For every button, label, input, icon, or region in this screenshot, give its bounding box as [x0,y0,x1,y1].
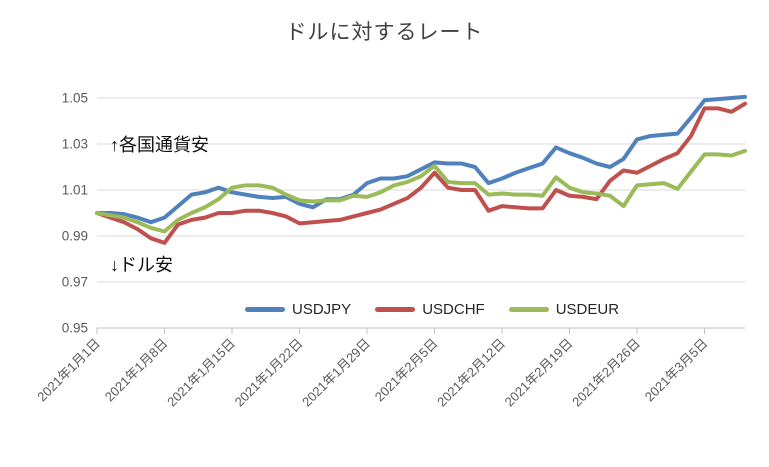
series-line-USDCHF [95,101,747,245]
x-axis-label: 2021年2月26日 [569,336,643,410]
legend-item-usdeur: USDEUR [508,301,620,318]
series-line-USDJPY [95,94,747,225]
legend-item-usdjpy: USDJPY [245,301,351,318]
legend-line-swatch-usdchf [375,307,416,312]
chart-title: ドルに対するレート [285,21,484,44]
y-axis-label: 1.01 [62,183,88,198]
x-axis-label: 2021年1月29日 [299,336,373,410]
legend-item-usdchf: USDCHF [375,301,485,318]
legend: USDJPY USDCHF USDEUR [245,301,619,318]
annotation-weak-currencies: ↑各国通貨安 [110,135,209,155]
x-axis-label: 2021年2月12日 [434,336,508,410]
x-axis-label: 2021年1月15日 [164,336,238,410]
legend-label-usdjpy: USDJPY [292,301,352,318]
x-axis-label: 2021年1月8日 [102,336,171,405]
annotation-weak-dollar: ↓ドル安 [110,255,173,275]
series-line-USDEUR [95,148,747,234]
y-axis-label: 0.99 [62,229,88,244]
legend-label-usdchf: USDCHF [422,301,485,318]
x-axis-label: 2021年2月5日 [372,336,441,405]
legend-label-usdeur: USDEUR [555,301,620,318]
x-axis-label: 2021年1月1日 [34,336,103,405]
y-axis-label: 1.05 [62,91,88,106]
x-axis-label: 2021年2月19日 [502,336,576,410]
x-axis-label: 2021年3月5日 [642,336,711,405]
y-axis-label: 0.95 [62,321,88,336]
legend-line-swatch-usdeur [508,307,549,312]
y-axis-label: 1.03 [62,137,88,152]
y-axis-label: 0.97 [62,275,88,290]
x-axis-label: 2021年1月22日 [232,336,306,410]
legend-line-swatch-usdjpy [245,307,285,312]
